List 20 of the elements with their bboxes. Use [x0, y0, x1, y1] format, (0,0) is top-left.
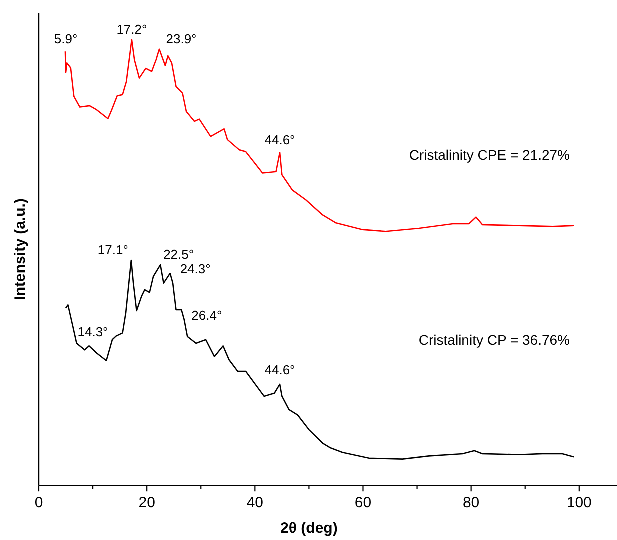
annotation: 44.6°	[264, 132, 296, 148]
annotation: 5.9°	[54, 32, 78, 47]
x-tick-label: 100	[566, 494, 592, 512]
annotation: 17.2°	[116, 22, 148, 37]
annotation: 44.6°	[264, 362, 296, 378]
y-axis-title: Intensity (a.u.)	[12, 198, 29, 300]
annotation: 23.9°	[166, 31, 197, 46]
x-tick-label: 0	[34, 494, 44, 512]
x-axis-title: 2θ (deg)	[280, 520, 338, 537]
annotation: 24.3°	[180, 261, 211, 276]
annotation: 14.3°	[78, 324, 108, 340]
annotation: 17.1°	[98, 242, 128, 258]
x-tick-label: 20	[138, 494, 156, 512]
annotation: Cristalinity CPE = 21.27%	[409, 147, 570, 163]
annotation: 26.4°	[192, 308, 222, 324]
annotation: Cristalinity CP = 36.76%	[418, 332, 570, 348]
x-tick-label: 80	[462, 494, 480, 512]
annotation: 22.5°	[164, 247, 194, 262]
x-tick-label: 60	[354, 494, 372, 512]
x-tick-label: 40	[246, 494, 264, 512]
